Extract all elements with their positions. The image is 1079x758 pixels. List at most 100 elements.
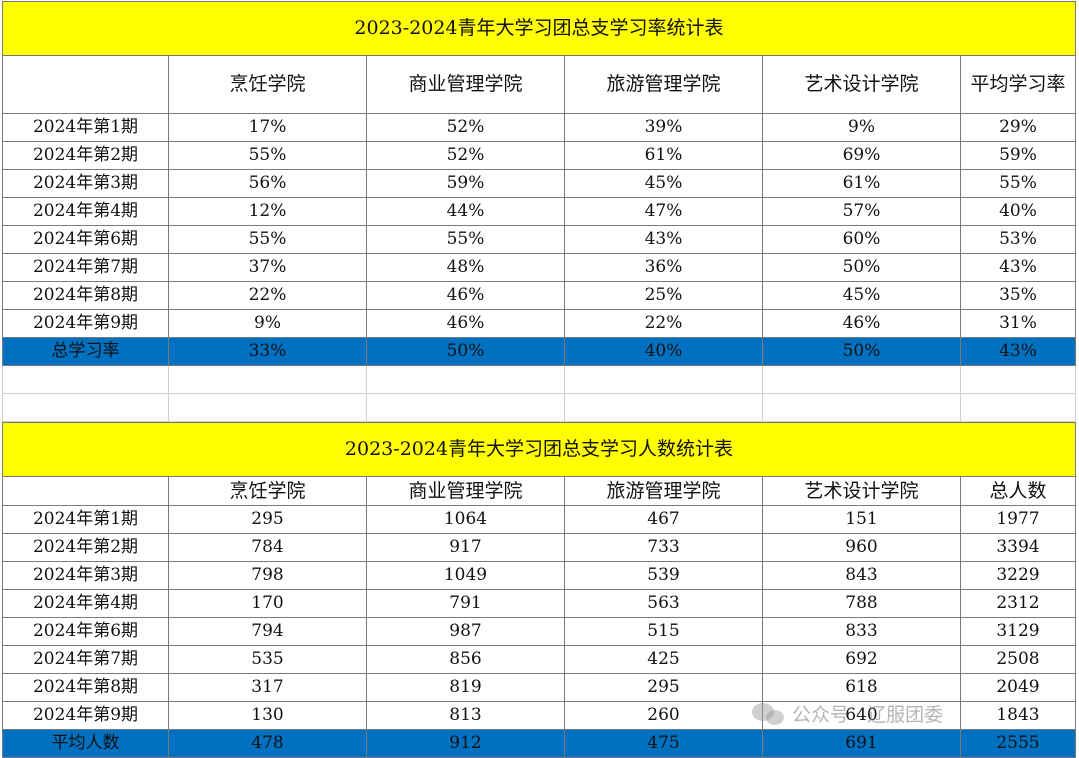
- total-cell[interactable]: 478: [168, 729, 367, 758]
- data-cell[interactable]: 43%: [960, 253, 1076, 282]
- data-cell[interactable]: 44%: [366, 197, 565, 226]
- header-cell[interactable]: 商业管理学院: [366, 476, 565, 506]
- empty-cell[interactable]: [168, 365, 367, 394]
- data-cell[interactable]: 9%: [762, 113, 961, 142]
- data-cell[interactable]: 55%: [168, 225, 367, 254]
- header-cell[interactable]: 烹饪学院: [168, 55, 367, 114]
- data-cell[interactable]: 618: [762, 673, 961, 702]
- data-cell[interactable]: 37%: [168, 253, 367, 282]
- data-cell[interactable]: 170: [168, 589, 367, 618]
- data-cell[interactable]: 52%: [366, 141, 565, 170]
- data-cell[interactable]: 987: [366, 617, 565, 646]
- data-cell[interactable]: 819: [366, 673, 565, 702]
- data-cell[interactable]: 784: [168, 533, 367, 562]
- data-cell[interactable]: 47%: [564, 197, 763, 226]
- row-label-cell[interactable]: 2024年第2期: [2, 141, 169, 170]
- empty-cell[interactable]: [366, 393, 565, 422]
- data-cell[interactable]: 833: [762, 617, 961, 646]
- total-cell[interactable]: 2555: [960, 729, 1076, 758]
- data-cell[interactable]: 640: [762, 701, 961, 730]
- data-cell[interactable]: 59%: [960, 141, 1076, 170]
- row-label-cell[interactable]: 2024年第9期: [2, 309, 169, 338]
- row-label-cell[interactable]: 2024年第8期: [2, 281, 169, 310]
- row-label-cell[interactable]: 2024年第3期: [2, 561, 169, 590]
- data-cell[interactable]: 17%: [168, 113, 367, 142]
- data-cell[interactable]: 692: [762, 645, 961, 674]
- data-cell[interactable]: 69%: [762, 141, 961, 170]
- data-cell[interactable]: 31%: [960, 309, 1076, 338]
- data-cell[interactable]: 2049: [960, 673, 1076, 702]
- data-cell[interactable]: 791: [366, 589, 565, 618]
- empty-cell[interactable]: [762, 393, 961, 422]
- data-cell[interactable]: 798: [168, 561, 367, 590]
- data-cell[interactable]: 55%: [168, 141, 367, 170]
- data-cell[interactable]: 46%: [366, 281, 565, 310]
- total-cell[interactable]: 43%: [960, 337, 1076, 366]
- data-cell[interactable]: 563: [564, 589, 763, 618]
- data-cell[interactable]: 843: [762, 561, 961, 590]
- data-cell[interactable]: 22%: [564, 309, 763, 338]
- data-cell[interactable]: 295: [564, 673, 763, 702]
- data-cell[interactable]: 60%: [762, 225, 961, 254]
- data-cell[interactable]: 515: [564, 617, 763, 646]
- data-cell[interactable]: 467: [564, 505, 763, 534]
- data-cell[interactable]: 55%: [960, 169, 1076, 198]
- data-cell[interactable]: 2508: [960, 645, 1076, 674]
- empty-cell[interactable]: [960, 393, 1076, 422]
- empty-cell[interactable]: [564, 365, 763, 394]
- data-cell[interactable]: 61%: [762, 169, 961, 198]
- data-cell[interactable]: 788: [762, 589, 961, 618]
- data-cell[interactable]: 40%: [960, 197, 1076, 226]
- data-cell[interactable]: 43%: [564, 225, 763, 254]
- data-cell[interactable]: 3129: [960, 617, 1076, 646]
- data-cell[interactable]: 46%: [366, 309, 565, 338]
- row-label-cell[interactable]: 2024年第6期: [2, 617, 169, 646]
- data-cell[interactable]: 59%: [366, 169, 565, 198]
- data-cell[interactable]: 3394: [960, 533, 1076, 562]
- data-cell[interactable]: 733: [564, 533, 763, 562]
- data-cell[interactable]: 46%: [762, 309, 961, 338]
- data-cell[interactable]: 55%: [366, 225, 565, 254]
- data-cell[interactable]: 130: [168, 701, 367, 730]
- total-cell[interactable]: 33%: [168, 337, 367, 366]
- table-title[interactable]: 2023-2024青年大学习团总支学习人数统计表: [2, 422, 1076, 477]
- total-cell[interactable]: 50%: [762, 337, 961, 366]
- data-cell[interactable]: 45%: [564, 169, 763, 198]
- data-cell[interactable]: 317: [168, 673, 367, 702]
- data-cell[interactable]: 794: [168, 617, 367, 646]
- total-cell[interactable]: 475: [564, 729, 763, 758]
- header-cell[interactable]: 平均学习率: [960, 55, 1076, 114]
- empty-cell[interactable]: [366, 365, 565, 394]
- header-cell[interactable]: 旅游管理学院: [564, 476, 763, 506]
- row-label-cell[interactable]: 2024年第1期: [2, 113, 169, 142]
- empty-cell[interactable]: [2, 365, 169, 394]
- header-cell[interactable]: 总人数: [960, 476, 1076, 506]
- data-cell[interactable]: 425: [564, 645, 763, 674]
- data-cell[interactable]: 539: [564, 561, 763, 590]
- data-cell[interactable]: 12%: [168, 197, 367, 226]
- data-cell[interactable]: 813: [366, 701, 565, 730]
- data-cell[interactable]: 36%: [564, 253, 763, 282]
- empty-cell[interactable]: [960, 365, 1076, 394]
- data-cell[interactable]: 57%: [762, 197, 961, 226]
- data-cell[interactable]: 260: [564, 701, 763, 730]
- total-label-cell[interactable]: 平均人数: [2, 729, 169, 758]
- header-cell[interactable]: 商业管理学院: [366, 55, 565, 114]
- header-cell[interactable]: [2, 476, 169, 506]
- data-cell[interactable]: 48%: [366, 253, 565, 282]
- table-title[interactable]: 2023-2024青年大学习团总支学习率统计表: [2, 1, 1076, 56]
- data-cell[interactable]: 1843: [960, 701, 1076, 730]
- data-cell[interactable]: 3229: [960, 561, 1076, 590]
- data-cell[interactable]: 2312: [960, 589, 1076, 618]
- total-cell[interactable]: 40%: [564, 337, 763, 366]
- data-cell[interactable]: 856: [366, 645, 565, 674]
- data-cell[interactable]: 53%: [960, 225, 1076, 254]
- empty-cell[interactable]: [168, 393, 367, 422]
- data-cell[interactable]: 39%: [564, 113, 763, 142]
- empty-cell[interactable]: [2, 393, 169, 422]
- row-label-cell[interactable]: 2024年第9期: [2, 701, 169, 730]
- header-cell[interactable]: 艺术设计学院: [762, 476, 961, 506]
- data-cell[interactable]: 35%: [960, 281, 1076, 310]
- empty-cell[interactable]: [762, 365, 961, 394]
- header-cell[interactable]: 艺术设计学院: [762, 55, 961, 114]
